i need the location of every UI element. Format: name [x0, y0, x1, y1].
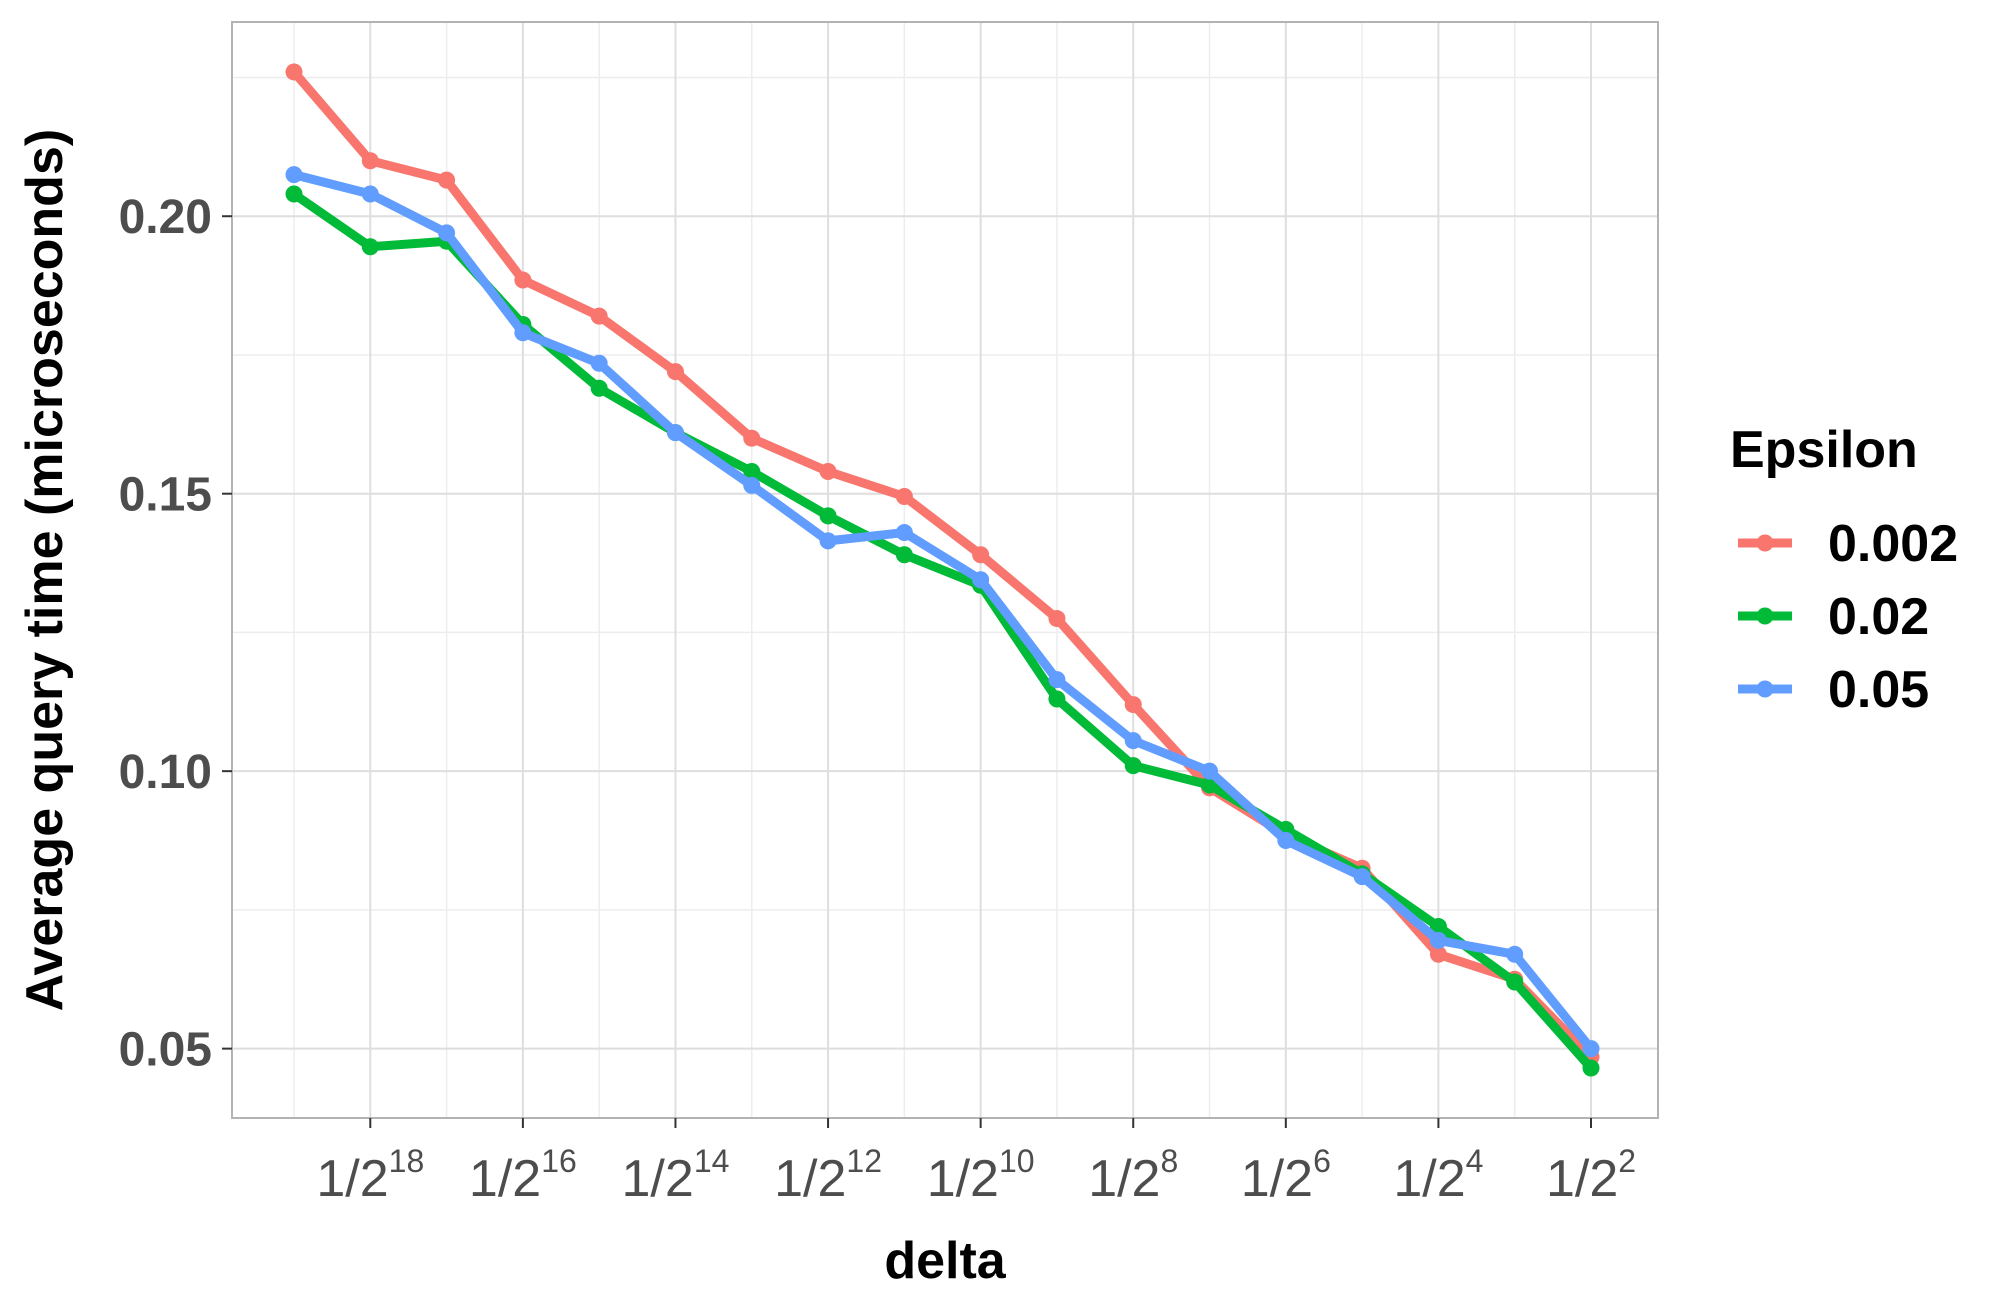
data-point: [361, 185, 379, 203]
y-tick-label: 0.20: [119, 191, 212, 244]
data-point: [438, 171, 456, 189]
legend-label: 0.02: [1828, 588, 1929, 646]
x-tick-label: 1/210: [927, 1143, 1035, 1208]
legend-item: 0.02: [1738, 588, 1929, 646]
data-point: [1124, 732, 1142, 750]
legend-key-point: [1756, 607, 1774, 625]
data-point: [514, 271, 532, 289]
series-layer: [285, 63, 1600, 1077]
data-point: [361, 152, 379, 170]
data-point: [743, 429, 761, 447]
data-point: [1582, 1059, 1600, 1077]
series-line: [289, 170, 1596, 1054]
x-tick-label: 1/28: [1088, 1143, 1178, 1208]
data-point: [438, 224, 456, 242]
data-point: [1048, 610, 1066, 628]
data-point: [1124, 757, 1142, 775]
data-point: [666, 363, 684, 381]
legend-item: 0.002: [1738, 515, 1958, 573]
legend-item: 0.05: [1738, 661, 1929, 719]
legend-key-point: [1756, 534, 1774, 552]
data-point: [1506, 945, 1524, 963]
y-tick-label: 0.10: [119, 746, 212, 799]
y-tick-label: 0.15: [119, 469, 212, 522]
x-tick-label: 1/24: [1393, 1143, 1483, 1208]
data-point: [1429, 931, 1447, 949]
data-point: [1506, 973, 1524, 991]
y-axis-ticks: 0.05 0.10 0.15 0.20: [119, 191, 232, 1077]
data-point: [361, 238, 379, 256]
legend-key-point: [1756, 680, 1774, 698]
major-gridlines: [232, 22, 1658, 1118]
x-axis-title: delta: [884, 1232, 1006, 1290]
data-point: [285, 63, 303, 81]
data-point: [1429, 918, 1447, 936]
data-point: [743, 476, 761, 494]
data-point: [590, 307, 608, 325]
data-point: [743, 462, 761, 480]
data-point: [819, 532, 837, 550]
x-tick-label: 1/212: [774, 1143, 882, 1208]
data-point: [819, 507, 837, 525]
x-axis-ticks: 1/218 1/216 1/214 1/212 1/210 1/28 1/26 1/24 1/2…: [316, 1118, 1636, 1208]
data-point: [1353, 868, 1371, 886]
data-point: [666, 424, 684, 442]
data-point: [1124, 696, 1142, 714]
data-point: [285, 185, 303, 203]
data-point: [1201, 762, 1219, 780]
plot-panel-border: [231, 21, 1659, 1119]
legend-title: Epsilon: [1730, 421, 1918, 479]
data-point: [1277, 832, 1295, 850]
x-tick-label: 1/22: [1546, 1143, 1636, 1208]
data-point: [590, 379, 608, 397]
data-point: [819, 462, 837, 480]
x-tick-label: 1/216: [469, 1143, 577, 1208]
data-point: [514, 324, 532, 342]
data-point: [1048, 671, 1066, 689]
data-point: [1429, 945, 1447, 963]
x-tick-label: 1/218: [316, 1143, 424, 1208]
x-tick-label: 1/26: [1241, 1143, 1331, 1208]
y-tick-label: 0.05: [119, 1024, 212, 1077]
data-point: [590, 354, 608, 372]
data-point: [895, 524, 913, 542]
x-tick-label: 1/214: [622, 1143, 730, 1208]
data-point: [285, 166, 303, 184]
data-point: [895, 546, 913, 564]
legend-label: 0.05: [1828, 661, 1929, 719]
data-point: [1582, 1040, 1600, 1058]
series-0.05: [285, 166, 1600, 1058]
data-point: [1048, 690, 1066, 708]
legend: Epsilon 0.002 0.02 0.05: [1730, 421, 1958, 719]
data-point: [972, 571, 990, 589]
legend-label: 0.002: [1828, 515, 1958, 573]
data-point: [972, 546, 990, 564]
y-axis-title: Average query time (microseconds): [16, 129, 74, 1011]
data-point: [895, 487, 913, 505]
